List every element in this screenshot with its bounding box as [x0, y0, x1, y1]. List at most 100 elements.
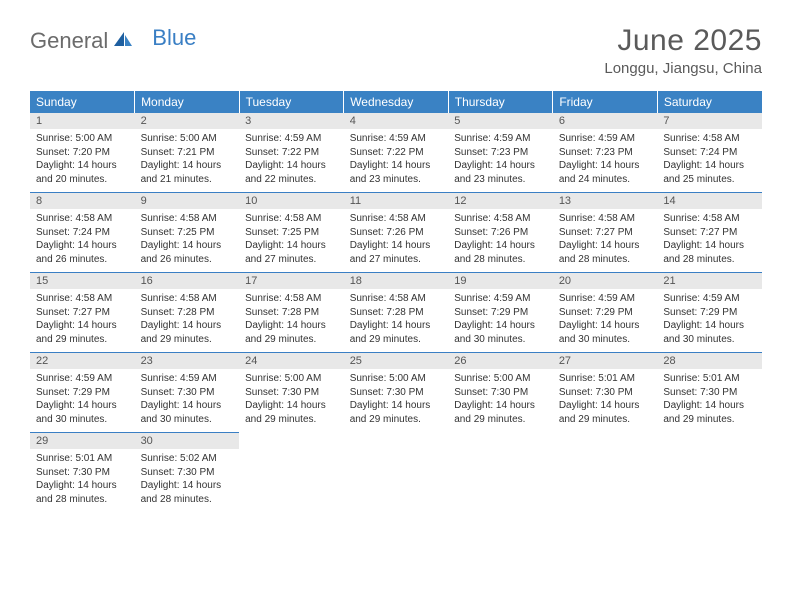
- calendar-day-cell: [448, 433, 553, 513]
- day-number: 12: [448, 193, 553, 209]
- day-number: 24: [239, 353, 344, 369]
- day-details: Sunrise: 4:58 AMSunset: 7:25 PMDaylight:…: [135, 209, 240, 272]
- day-header: Monday: [135, 91, 240, 113]
- daylight-line: Daylight: 14 hours and 30 minutes.: [36, 399, 129, 426]
- sunrise-line: Sunrise: 4:59 AM: [559, 132, 652, 146]
- sunset-line: Sunset: 7:28 PM: [350, 306, 443, 320]
- calendar-day-cell: 22Sunrise: 4:59 AMSunset: 7:29 PMDayligh…: [30, 353, 135, 433]
- day-number: 29: [30, 433, 135, 449]
- calendar-day-cell: 8Sunrise: 4:58 AMSunset: 7:24 PMDaylight…: [30, 193, 135, 273]
- day-details: Sunrise: 4:58 AMSunset: 7:26 PMDaylight:…: [344, 209, 449, 272]
- day-details: Sunrise: 5:00 AMSunset: 7:20 PMDaylight:…: [30, 129, 135, 192]
- calendar-day-cell: 19Sunrise: 4:59 AMSunset: 7:29 PMDayligh…: [448, 273, 553, 353]
- sunrise-line: Sunrise: 4:58 AM: [141, 292, 234, 306]
- calendar-body: 1Sunrise: 5:00 AMSunset: 7:20 PMDaylight…: [30, 113, 762, 512]
- day-details: Sunrise: 5:00 AMSunset: 7:21 PMDaylight:…: [135, 129, 240, 192]
- sunrise-line: Sunrise: 5:00 AM: [350, 372, 443, 386]
- day-number: 18: [344, 273, 449, 289]
- daylight-line: Daylight: 14 hours and 24 minutes.: [559, 159, 652, 186]
- sunset-line: Sunset: 7:30 PM: [350, 386, 443, 400]
- sunset-line: Sunset: 7:24 PM: [36, 226, 129, 240]
- calendar-day-cell: 6Sunrise: 4:59 AMSunset: 7:23 PMDaylight…: [553, 113, 658, 193]
- title-block: June 2025 Longgu, Jiangsu, China: [604, 24, 762, 77]
- day-number: 1: [30, 113, 135, 129]
- day-number: 16: [135, 273, 240, 289]
- sunset-line: Sunset: 7:23 PM: [559, 146, 652, 160]
- calendar-day-cell: 29Sunrise: 5:01 AMSunset: 7:30 PMDayligh…: [30, 433, 135, 513]
- day-header-row: Sunday Monday Tuesday Wednesday Thursday…: [30, 91, 762, 113]
- day-details: Sunrise: 4:58 AMSunset: 7:27 PMDaylight:…: [657, 209, 762, 272]
- day-details: Sunrise: 4:59 AMSunset: 7:23 PMDaylight:…: [448, 129, 553, 192]
- sunset-line: Sunset: 7:29 PM: [559, 306, 652, 320]
- sunrise-line: Sunrise: 4:59 AM: [36, 372, 129, 386]
- calendar-day-cell: 5Sunrise: 4:59 AMSunset: 7:23 PMDaylight…: [448, 113, 553, 193]
- calendar-day-cell: 4Sunrise: 4:59 AMSunset: 7:22 PMDaylight…: [344, 113, 449, 193]
- sunset-line: Sunset: 7:30 PM: [141, 466, 234, 480]
- day-details: Sunrise: 4:58 AMSunset: 7:25 PMDaylight:…: [239, 209, 344, 272]
- daylight-line: Daylight: 14 hours and 29 minutes.: [350, 319, 443, 346]
- calendar-week-row: 15Sunrise: 4:58 AMSunset: 7:27 PMDayligh…: [30, 273, 762, 353]
- sunset-line: Sunset: 7:29 PM: [36, 386, 129, 400]
- calendar-day-cell: 12Sunrise: 4:58 AMSunset: 7:26 PMDayligh…: [448, 193, 553, 273]
- logo-text-blue: Blue: [152, 25, 196, 51]
- day-number: 21: [657, 273, 762, 289]
- calendar-day-cell: 2Sunrise: 5:00 AMSunset: 7:21 PMDaylight…: [135, 113, 240, 193]
- sunrise-line: Sunrise: 5:02 AM: [141, 452, 234, 466]
- day-details: Sunrise: 5:00 AMSunset: 7:30 PMDaylight:…: [239, 369, 344, 432]
- day-number: 23: [135, 353, 240, 369]
- sunrise-line: Sunrise: 5:00 AM: [141, 132, 234, 146]
- daylight-line: Daylight: 14 hours and 28 minutes.: [663, 239, 756, 266]
- day-number: 26: [448, 353, 553, 369]
- daylight-line: Daylight: 14 hours and 30 minutes.: [141, 399, 234, 426]
- sunrise-line: Sunrise: 5:01 AM: [559, 372, 652, 386]
- day-number: 9: [135, 193, 240, 209]
- calendar-day-cell: 25Sunrise: 5:00 AMSunset: 7:30 PMDayligh…: [344, 353, 449, 433]
- day-number: 4: [344, 113, 449, 129]
- day-number: 6: [553, 113, 658, 129]
- calendar-day-cell: 20Sunrise: 4:59 AMSunset: 7:29 PMDayligh…: [553, 273, 658, 353]
- sunset-line: Sunset: 7:30 PM: [36, 466, 129, 480]
- day-number: 8: [30, 193, 135, 209]
- daylight-line: Daylight: 14 hours and 29 minutes.: [36, 319, 129, 346]
- sunrise-line: Sunrise: 5:00 AM: [454, 372, 547, 386]
- calendar-day-cell: 9Sunrise: 4:58 AMSunset: 7:25 PMDaylight…: [135, 193, 240, 273]
- sunrise-line: Sunrise: 4:58 AM: [663, 212, 756, 226]
- day-details: Sunrise: 5:01 AMSunset: 7:30 PMDaylight:…: [30, 449, 135, 512]
- day-number: 11: [344, 193, 449, 209]
- calendar-day-cell: 27Sunrise: 5:01 AMSunset: 7:30 PMDayligh…: [553, 353, 658, 433]
- calendar-week-row: 22Sunrise: 4:59 AMSunset: 7:29 PMDayligh…: [30, 353, 762, 433]
- sunset-line: Sunset: 7:27 PM: [663, 226, 756, 240]
- daylight-line: Daylight: 14 hours and 23 minutes.: [454, 159, 547, 186]
- calendar-day-cell: 30Sunrise: 5:02 AMSunset: 7:30 PMDayligh…: [135, 433, 240, 513]
- sunset-line: Sunset: 7:30 PM: [559, 386, 652, 400]
- day-number: 10: [239, 193, 344, 209]
- calendar-day-cell: 1Sunrise: 5:00 AMSunset: 7:20 PMDaylight…: [30, 113, 135, 193]
- daylight-line: Daylight: 14 hours and 27 minutes.: [350, 239, 443, 266]
- daylight-line: Daylight: 14 hours and 21 minutes.: [141, 159, 234, 186]
- day-details: Sunrise: 4:59 AMSunset: 7:23 PMDaylight:…: [553, 129, 658, 192]
- day-details: Sunrise: 4:59 AMSunset: 7:29 PMDaylight:…: [553, 289, 658, 352]
- calendar-day-cell: 13Sunrise: 4:58 AMSunset: 7:27 PMDayligh…: [553, 193, 658, 273]
- calendar-day-cell: 28Sunrise: 5:01 AMSunset: 7:30 PMDayligh…: [657, 353, 762, 433]
- daylight-line: Daylight: 14 hours and 28 minutes.: [559, 239, 652, 266]
- day-details: Sunrise: 5:02 AMSunset: 7:30 PMDaylight:…: [135, 449, 240, 512]
- day-details: Sunrise: 4:59 AMSunset: 7:30 PMDaylight:…: [135, 369, 240, 432]
- sunrise-line: Sunrise: 4:58 AM: [350, 212, 443, 226]
- sunset-line: Sunset: 7:26 PM: [454, 226, 547, 240]
- calendar-day-cell: 7Sunrise: 4:58 AMSunset: 7:24 PMDaylight…: [657, 113, 762, 193]
- daylight-line: Daylight: 14 hours and 28 minutes.: [454, 239, 547, 266]
- daylight-line: Daylight: 14 hours and 30 minutes.: [454, 319, 547, 346]
- sunrise-line: Sunrise: 5:01 AM: [663, 372, 756, 386]
- day-number: 5: [448, 113, 553, 129]
- day-details: Sunrise: 4:58 AMSunset: 7:28 PMDaylight:…: [135, 289, 240, 352]
- sunrise-line: Sunrise: 4:58 AM: [559, 212, 652, 226]
- daylight-line: Daylight: 14 hours and 22 minutes.: [245, 159, 338, 186]
- daylight-line: Daylight: 14 hours and 28 minutes.: [36, 479, 129, 506]
- day-details: Sunrise: 4:58 AMSunset: 7:24 PMDaylight:…: [30, 209, 135, 272]
- day-header: Thursday: [448, 91, 553, 113]
- calendar-week-row: 1Sunrise: 5:00 AMSunset: 7:20 PMDaylight…: [30, 113, 762, 193]
- sunset-line: Sunset: 7:25 PM: [245, 226, 338, 240]
- sunrise-line: Sunrise: 4:58 AM: [350, 292, 443, 306]
- sunrise-line: Sunrise: 4:59 AM: [141, 372, 234, 386]
- sunrise-line: Sunrise: 4:59 AM: [454, 132, 547, 146]
